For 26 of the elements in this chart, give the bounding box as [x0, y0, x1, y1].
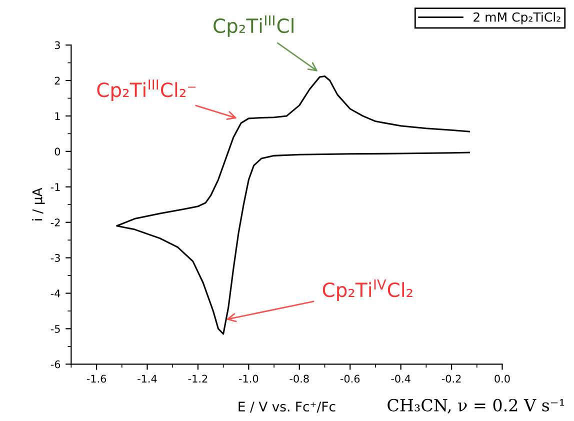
y-tick-label: -3	[50, 254, 60, 262]
x-tick-label: -0.4	[391, 374, 410, 383]
y-axis-title: i / μA	[32, 188, 45, 220]
x-tick-label: 0.0	[494, 374, 510, 383]
annotation: Cp₂Ti$^{III}$Cl₂⁻	[97, 80, 196, 101]
x-axis-title: E / V vs. Fc⁺/Fc	[238, 402, 336, 413]
y-tick-label: -2	[50, 218, 60, 226]
y-tick-label: 0	[54, 148, 60, 156]
y-tick-label: -1	[50, 183, 60, 191]
y-tick-label: 1	[55, 112, 60, 120]
y-tick-label: 3	[54, 41, 60, 50]
y-tick-label: -4	[50, 290, 60, 298]
x-tick-label: -1.4	[138, 374, 157, 382]
x-tick-label: -1.2	[188, 374, 208, 382]
annotation: Cp₂Ti$^{III}$Cl	[214, 15, 294, 37]
x-tick-label: -1.0	[239, 374, 258, 383]
x-tick-label: -0.8	[290, 374, 309, 383]
x-tick-label: -0.6	[340, 374, 360, 383]
annotation: Cp₂Ti$^{IV}$Cl₂	[322, 280, 412, 301]
legend-label: 2 mM Cp₂TiCl₂	[474, 12, 560, 24]
text: CH₃CN, ν = 0.2 V s⁻¹	[388, 398, 564, 414]
x-tick-label: -1.6	[86, 374, 106, 383]
y-tick-label: -6	[50, 360, 60, 368]
y-tick-label: -5	[50, 325, 60, 333]
y-tick-label: 2	[54, 76, 60, 84]
x-tick-label: -0.2	[442, 374, 461, 383]
